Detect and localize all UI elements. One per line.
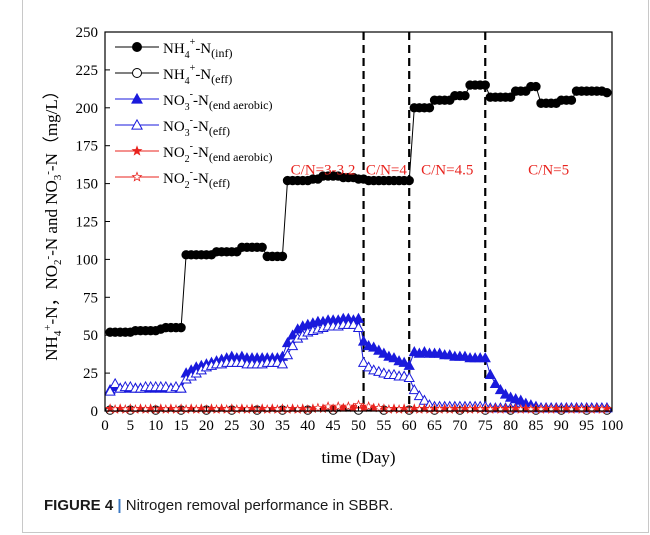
x-tick-label: 75 xyxy=(478,418,493,434)
y-tick-label: 25 xyxy=(83,366,98,382)
figure-caption: FIGURE 4 | Nitrogen removal performance … xyxy=(44,497,393,514)
legend-entry: NO3--N(eff) xyxy=(163,115,230,139)
chart: 0 5 10 15 20 25 30 35 40 45 50 55 60 65 70 75 80 85 90 95 10… xyxy=(0,0,650,495)
x-tick-label: 10 xyxy=(148,418,163,434)
figure-label: FIGURE 4 xyxy=(44,497,113,514)
x-tick-label: 70 xyxy=(452,418,467,434)
x-tick-label: 15 xyxy=(174,418,189,434)
x-tick-label: 85 xyxy=(528,418,543,434)
data-point xyxy=(409,385,419,394)
caption-separator: | xyxy=(117,497,121,514)
phase-label: C/N=5 xyxy=(528,163,569,179)
x-tick-label: 90 xyxy=(554,418,569,434)
x-tick-label: 30 xyxy=(250,418,265,434)
x-tick-label: 25 xyxy=(224,418,239,434)
legend-entry: NO2--N(end aerobic) xyxy=(163,141,272,165)
x-tick-label: 80 xyxy=(503,418,518,434)
legend-marker xyxy=(132,120,142,129)
caption-text: Nitrogen removal performance in SBBR. xyxy=(126,497,394,514)
data-point xyxy=(486,370,496,379)
y-tick-label: 125 xyxy=(76,215,99,231)
y-tick-label: 225 xyxy=(76,63,99,79)
legend-marker xyxy=(133,43,142,52)
legend-marker xyxy=(133,172,142,180)
x-tick-label: 100 xyxy=(601,418,624,434)
legend: NH4+-N(inf)NH4+-N(eff)NO3--N(end aerobic… xyxy=(115,37,272,191)
phase-label: C/N=4.5 xyxy=(421,163,473,179)
legend-entry: NO3--N(end aerobic) xyxy=(163,89,272,113)
legend-entry: NO2--N(eff) xyxy=(163,167,230,191)
y-tick-label: 250 xyxy=(76,25,99,41)
y-tick-label: 0 xyxy=(91,404,99,420)
x-tick-label: 0 xyxy=(101,418,109,434)
y-tick-label: 175 xyxy=(76,139,99,155)
data-point xyxy=(532,82,540,90)
x-tick-label: 45 xyxy=(326,418,341,434)
data-point xyxy=(481,81,489,89)
data-point xyxy=(177,323,185,331)
phase-label: C/N=3-3.2 xyxy=(291,163,356,179)
x-tick-label: 55 xyxy=(376,418,391,434)
data-point xyxy=(491,379,501,388)
data-point xyxy=(461,91,469,99)
x-axis-label: time (Day) xyxy=(321,448,395,467)
legend-entry: NH4+-N(eff) xyxy=(163,63,232,87)
data-point xyxy=(603,88,611,96)
y-tick-label: 100 xyxy=(76,252,99,268)
phase-label: C/N=4 xyxy=(366,163,407,179)
series-group xyxy=(105,320,611,412)
x-tick-label: 65 xyxy=(427,418,442,434)
x-tick-label: 35 xyxy=(275,418,290,434)
legend-marker xyxy=(133,69,142,78)
y-tick-label: 150 xyxy=(76,177,99,193)
y-tick-label: 200 xyxy=(76,101,99,117)
y-tick-label: 75 xyxy=(83,290,98,306)
y-tick-label: 50 xyxy=(83,328,98,344)
x-tick-label: 50 xyxy=(351,418,366,434)
legend-entry: NH4+-N(inf) xyxy=(163,37,232,61)
data-point xyxy=(567,96,575,104)
x-tick-label: 95 xyxy=(579,418,594,434)
y-axis-label: NH4+-N，NO2--N and NO3--N（mg/L） xyxy=(42,82,64,360)
data-point xyxy=(278,252,286,260)
data-point xyxy=(258,243,266,251)
x-tick-label: 20 xyxy=(199,418,214,434)
x-tick-label: 5 xyxy=(127,418,135,434)
data-point xyxy=(425,104,433,112)
x-tick-label: 60 xyxy=(402,418,417,434)
x-tick-label: 40 xyxy=(300,418,315,434)
legend-marker xyxy=(133,146,142,154)
legend-marker xyxy=(132,94,142,103)
